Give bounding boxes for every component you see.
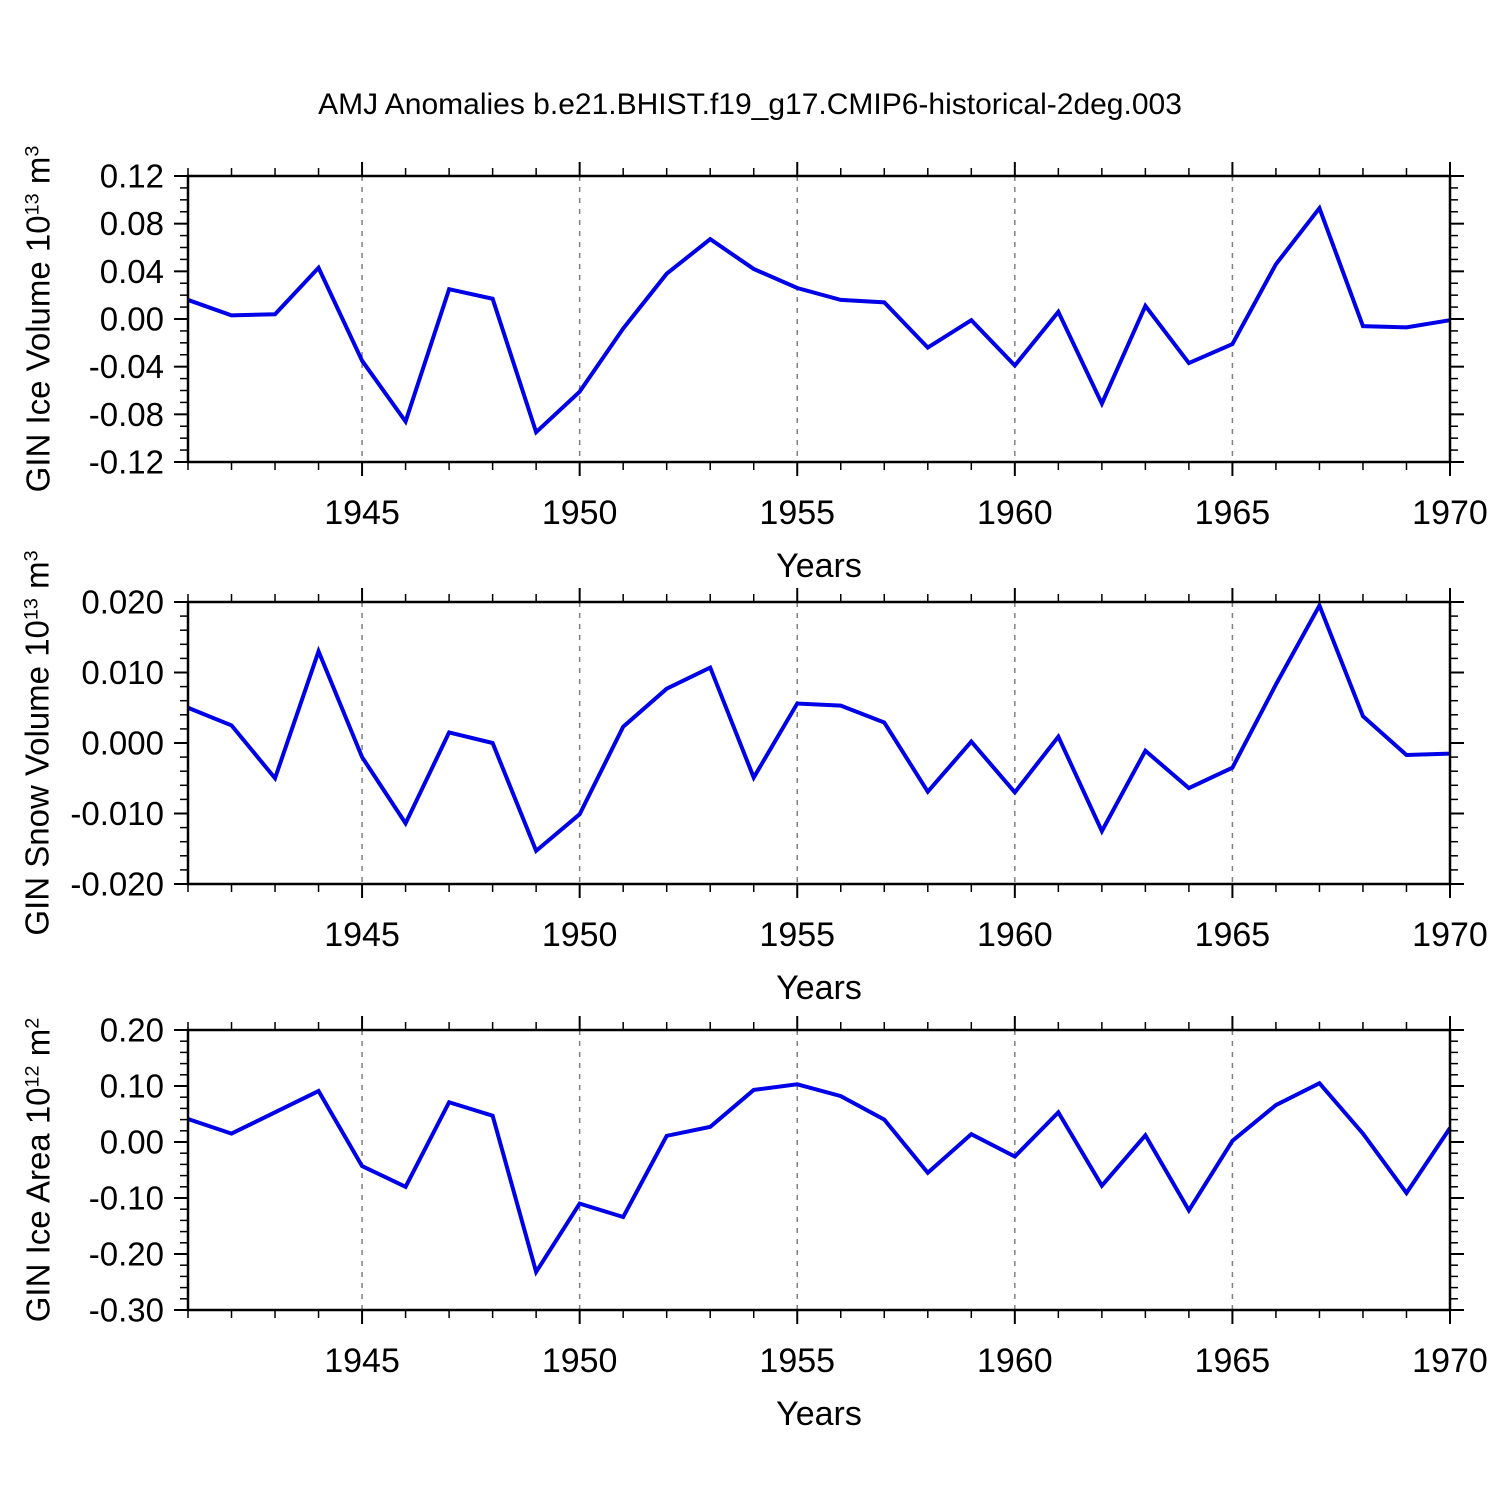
- y-tick-label: 0.04: [100, 253, 164, 290]
- y-tick-label: 0.00: [100, 301, 164, 338]
- x-tick-label: 1950: [542, 494, 618, 532]
- x-tick-label: 1960: [977, 494, 1053, 532]
- y-tick-label: 0.08: [100, 205, 164, 242]
- y-tick-label: 0.10: [100, 1068, 164, 1105]
- x-tick-label: 1960: [977, 916, 1053, 954]
- x-tick-label: 1970: [1412, 1342, 1488, 1380]
- y-tick-label: 0.010: [81, 654, 164, 691]
- plot-frame: [186, 600, 1452, 886]
- y-axis-title-snow-volume: GIN Snow Volume 1013 m3: [0, 550, 76, 935]
- y-axis-title-text: GIN Ice Area 1012 m2: [19, 1017, 56, 1323]
- x-tick-label: 1950: [542, 916, 618, 954]
- x-tick-label: 1960: [977, 1342, 1053, 1380]
- chart-gin-ice-volume: 1945 1950 1955 1960 1965 1970 0.12 0.08 0.04 0.00…: [89, 158, 1488, 533]
- y-tick-label: -0.12: [89, 444, 164, 481]
- x-tick-label: 1965: [1195, 916, 1271, 954]
- y-axis-title-text: GIN Snow Volume 1013 m3: [19, 550, 57, 936]
- chart-gin-ice-area: 1945 1950 1955 1960 1965 1970 0.20 0.10 0.00 -0.1…: [89, 1012, 1488, 1381]
- x-axis-title-1: Years: [776, 547, 862, 585]
- y-axis-title-ice-area: GIN Ice Area 1012 m2: [0, 1018, 76, 1323]
- data-line-gin-ice-area: [187, 1080, 1452, 1277]
- x-tick-label: 1965: [1195, 494, 1271, 532]
- y-axis-title-text: GIN Ice Volume 1013 m3: [19, 145, 56, 493]
- y-tick-label: -0.30: [89, 1292, 164, 1329]
- x-tick-label: 1955: [759, 1342, 835, 1380]
- y-tick-label: -0.010: [70, 795, 164, 832]
- y-tick-label: -0.04: [89, 348, 164, 385]
- y-tick-label: -0.10: [89, 1180, 164, 1217]
- chart-gin-snow-volume: 1945 1950 1955 1960 1965 1970 0.020 0.010 0.000 -…: [70, 584, 1487, 955]
- x-tick-label: 1955: [759, 494, 835, 532]
- x-tick-label: 1970: [1412, 494, 1488, 532]
- x-tick-label: 1955: [759, 916, 835, 954]
- y-tick-label: 0.20: [100, 1012, 164, 1049]
- x-tick-label: 1945: [324, 494, 400, 532]
- x-tick-label: 1965: [1195, 1342, 1271, 1380]
- x-tick-label: 1945: [324, 1342, 400, 1380]
- x-axis-title-3: Years: [776, 1395, 862, 1433]
- x-tick-label: 1945: [324, 916, 400, 954]
- y-tick-label: 0.12: [100, 158, 164, 195]
- x-tick-label: 1970: [1412, 916, 1488, 954]
- y-tick-label: -0.20: [89, 1236, 164, 1273]
- data-line-gin-snow-volume: [187, 600, 1451, 855]
- plot-frame: [186, 174, 1452, 464]
- data-line-gin-ice-volume: [187, 204, 1451, 436]
- x-axis-title-2: Years: [776, 969, 862, 1007]
- y-axis-title-ice-volume: GIN Ice Volume 1013 m3: [0, 146, 76, 493]
- chart-title: AMJ Anomalies b.e21.BHIST.f19_g17.CMIP6-…: [318, 88, 1182, 121]
- x-tick-label: 1950: [542, 1342, 618, 1380]
- y-tick-label: -0.08: [89, 396, 164, 433]
- y-tick-label: 0.020: [81, 584, 164, 621]
- y-tick-label: 0.00: [100, 1124, 164, 1161]
- y-tick-label: 0.000: [81, 725, 164, 762]
- y-tick-label: -0.020: [70, 866, 164, 903]
- plot-frame: [186, 1028, 1452, 1312]
